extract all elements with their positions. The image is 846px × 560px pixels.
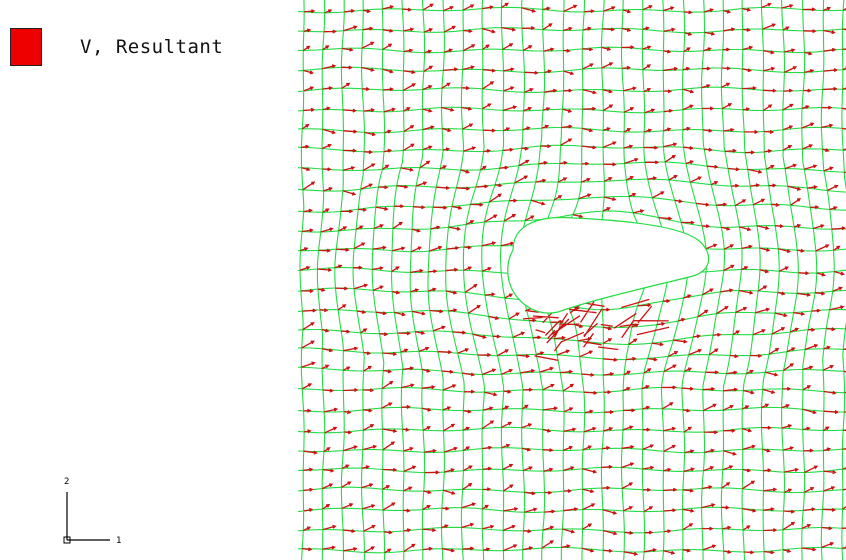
velocity-vectors <box>299 2 846 556</box>
velocity-field-plot <box>298 0 846 560</box>
triad-origin <box>63 536 71 544</box>
legend-label: V, Resultant <box>80 36 224 58</box>
airfoil-hole <box>507 216 710 314</box>
axis-triad: 2 1 <box>63 477 121 546</box>
triad-label-2: 2 <box>64 477 69 487</box>
legend-swatch <box>10 28 42 66</box>
triad-label-1: 1 <box>116 536 121 546</box>
vector-layer <box>299 2 846 556</box>
legend: V, Resultant <box>10 28 223 66</box>
